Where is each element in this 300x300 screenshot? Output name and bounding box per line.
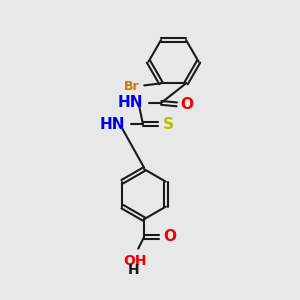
Text: HN: HN <box>117 95 143 110</box>
Text: S: S <box>163 117 174 132</box>
Text: HN: HN <box>99 117 125 132</box>
Text: O: O <box>163 230 176 244</box>
Text: O: O <box>180 97 193 112</box>
Text: Br: Br <box>124 80 140 93</box>
Text: OH: OH <box>124 254 147 268</box>
Text: H: H <box>128 263 140 278</box>
